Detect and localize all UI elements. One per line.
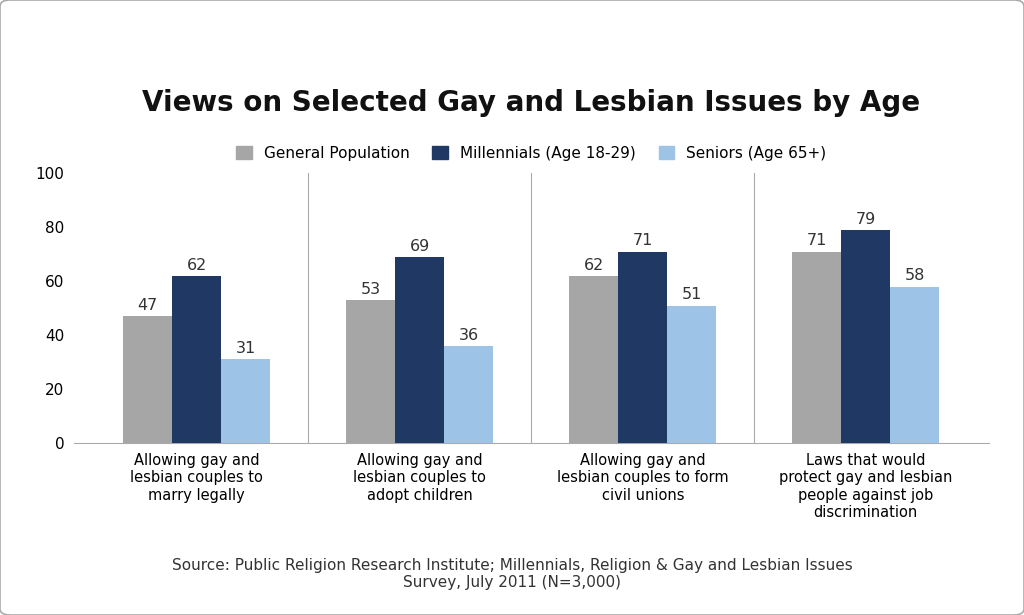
Bar: [346, 300, 395, 443]
Bar: [569, 276, 618, 443]
Text: 71: 71: [807, 233, 827, 248]
Text: 36: 36: [459, 328, 479, 343]
Bar: [444, 346, 494, 443]
Bar: [221, 360, 270, 443]
Text: 79: 79: [856, 212, 876, 227]
Text: 58: 58: [905, 268, 925, 284]
Text: 71: 71: [633, 233, 653, 248]
Text: Source: Public Religion Research Institute; Millennials, Religion & Gay and Lesb: Source: Public Religion Research Institu…: [172, 558, 852, 590]
Bar: [891, 287, 939, 443]
Text: 51: 51: [682, 287, 702, 303]
Bar: [668, 306, 717, 443]
Text: 62: 62: [186, 258, 207, 272]
Text: 53: 53: [360, 282, 381, 297]
Legend: General Population, Millennials (Age 18-29), Seniors (Age 65+): General Population, Millennials (Age 18-…: [237, 146, 826, 161]
Text: 69: 69: [410, 239, 430, 254]
Text: 62: 62: [584, 258, 604, 272]
Bar: [793, 252, 842, 443]
Bar: [123, 316, 172, 443]
Bar: [395, 257, 444, 443]
Bar: [172, 276, 221, 443]
Title: Views on Selected Gay and Lesbian Issues by Age: Views on Selected Gay and Lesbian Issues…: [142, 89, 921, 117]
Text: 47: 47: [137, 298, 158, 313]
Bar: [618, 252, 668, 443]
Bar: [842, 230, 891, 443]
Text: 31: 31: [236, 341, 256, 356]
